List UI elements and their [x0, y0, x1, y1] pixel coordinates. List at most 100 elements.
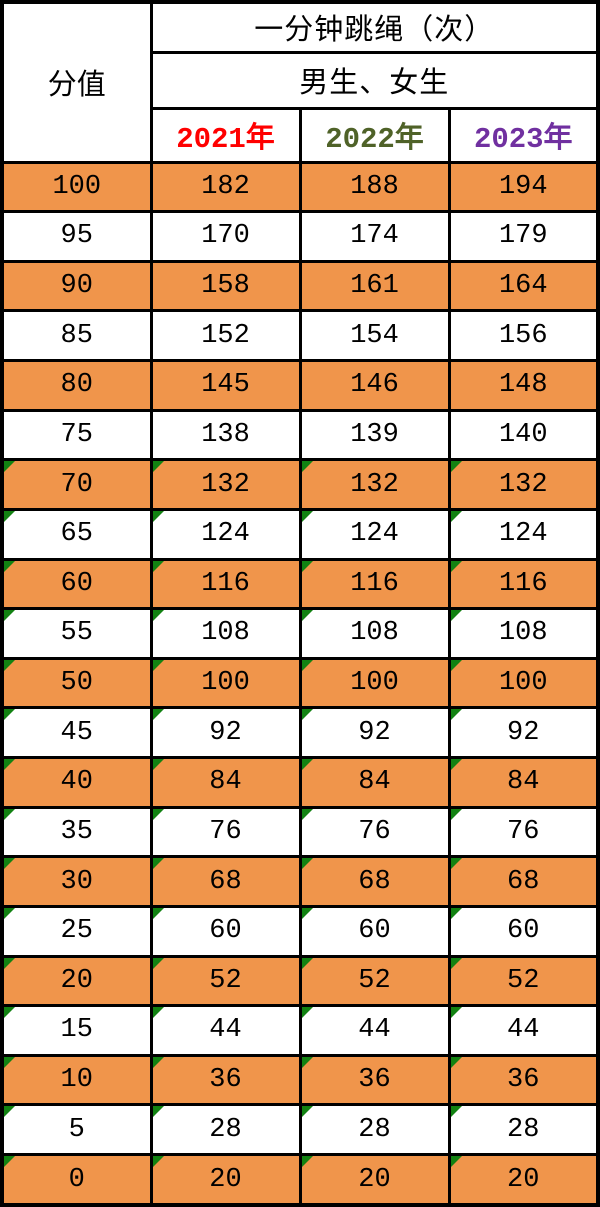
value-cell: 68: [149, 855, 302, 908]
flag-triangle-icon: [452, 958, 462, 969]
score-text: 95: [60, 221, 93, 252]
value-cell: 182: [149, 160, 302, 214]
value-text: 84: [209, 767, 242, 798]
table-row: 45 92 92 92: [0, 706, 600, 759]
value-text: 84: [358, 767, 391, 798]
value-text: 170: [201, 221, 250, 252]
score-cell: 25: [0, 904, 153, 958]
score-cell: 60: [0, 557, 153, 611]
score-text: 55: [60, 618, 93, 649]
flag-triangle-icon: [154, 1107, 164, 1118]
value-cell: 52: [149, 954, 302, 1008]
value-cell: 60: [149, 904, 302, 958]
flag-triangle-icon: [5, 810, 15, 820]
flag-triangle-icon: [154, 512, 164, 522]
score-cell: 75: [0, 408, 153, 462]
value-text: 152: [201, 320, 250, 351]
flag-triangle-icon: [303, 1058, 313, 1068]
flag-triangle-icon: [303, 561, 313, 572]
value-text: 132: [498, 469, 548, 500]
flag-triangle-icon: [452, 561, 462, 572]
table-row: 55 108 108 108: [0, 607, 600, 660]
value-cell: 146: [298, 359, 451, 412]
value-cell: 44: [298, 1004, 451, 1057]
flag-triangle-icon: [5, 661, 15, 671]
flag-triangle-icon: [303, 859, 313, 870]
score-cell: 45: [0, 706, 153, 759]
score-text: 80: [60, 370, 93, 401]
value-cell: 92: [149, 706, 302, 759]
flag-triangle-icon: [154, 1008, 164, 1019]
header-row-gender: 男生、女生: [2, 50, 600, 110]
table-row: 30 68 68 68: [0, 855, 600, 908]
score-column-header: 分值: [0, 0, 153, 164]
score-cell: 35: [0, 805, 153, 859]
table-row: 80 145 146 148: [0, 359, 600, 412]
flag-triangle-icon: [303, 611, 313, 622]
table-row: 15 44 44 44: [0, 1004, 600, 1057]
flag-triangle-icon: [452, 1008, 462, 1019]
table-row: 90 158 161 164: [0, 259, 600, 313]
score-text: 15: [60, 1015, 93, 1046]
table-row: 70 132 132 132: [0, 458, 600, 511]
value-text: 28: [507, 1114, 540, 1145]
value-text: 116: [498, 568, 548, 599]
value-text: 76: [209, 816, 242, 847]
value-text: 52: [209, 965, 242, 996]
table-row: 85 152 154 156: [0, 309, 600, 362]
value-cell: 158: [149, 259, 302, 313]
table-title: 一分钟跳绳（次）: [149, 0, 600, 54]
table-row: 50 100 100 100: [0, 656, 600, 710]
value-text: 36: [358, 1065, 391, 1096]
value-text: 161: [350, 271, 399, 302]
value-cell: 132: [298, 458, 451, 511]
score-cell: 100: [0, 160, 153, 214]
value-cell: 60: [447, 904, 600, 958]
value-cell: 170: [149, 210, 302, 263]
flag-triangle-icon: [154, 462, 164, 473]
value-text: 52: [507, 965, 540, 996]
flag-triangle-icon: [5, 710, 15, 721]
value-cell: 84: [298, 756, 451, 809]
score-text: 50: [60, 668, 93, 699]
flag-triangle-icon: [452, 909, 462, 919]
value-text: 60: [209, 916, 242, 947]
value-text: 68: [507, 866, 540, 897]
value-cell: 100: [149, 656, 302, 710]
flag-triangle-icon: [303, 909, 313, 919]
flag-triangle-icon: [5, 1008, 15, 1019]
value-cell: 140: [447, 408, 600, 462]
value-cell: 68: [447, 855, 600, 908]
value-text: 156: [498, 320, 548, 351]
value-cell: 108: [447, 607, 600, 660]
score-cell: 70: [0, 458, 153, 511]
value-cell: 161: [298, 259, 451, 313]
value-text: 20: [209, 1164, 242, 1195]
value-text: 174: [350, 221, 399, 252]
flag-triangle-icon: [154, 1157, 164, 1167]
value-cell: 124: [149, 507, 302, 561]
value-cell: 28: [447, 1103, 600, 1156]
value-text: 108: [350, 618, 399, 649]
value-cell: 116: [149, 557, 302, 611]
score-cell: 5: [0, 1103, 153, 1156]
flag-triangle-icon: [303, 512, 313, 522]
score-text: 5: [68, 1114, 85, 1145]
value-text: 36: [507, 1065, 540, 1096]
value-cell: 36: [149, 1053, 302, 1107]
score-text: 45: [60, 717, 93, 748]
table-row: 60 116 116 116: [0, 557, 600, 611]
flag-triangle-icon: [452, 1107, 462, 1118]
value-text: 182: [201, 171, 250, 202]
value-text: 68: [358, 866, 391, 897]
value-cell: 20: [447, 1153, 600, 1207]
value-text: 139: [350, 419, 399, 450]
value-cell: 44: [447, 1004, 600, 1057]
value-text: 188: [350, 171, 399, 202]
value-text: 124: [350, 519, 399, 550]
score-table-body: 100 182 188 194 95 170 174 179 90 158 161 164 85 152 1…: [0, 160, 600, 1207]
value-cell: 194: [447, 160, 600, 214]
value-cell: 164: [447, 259, 600, 313]
value-cell: 84: [149, 756, 302, 809]
value-cell: 44: [149, 1004, 302, 1057]
